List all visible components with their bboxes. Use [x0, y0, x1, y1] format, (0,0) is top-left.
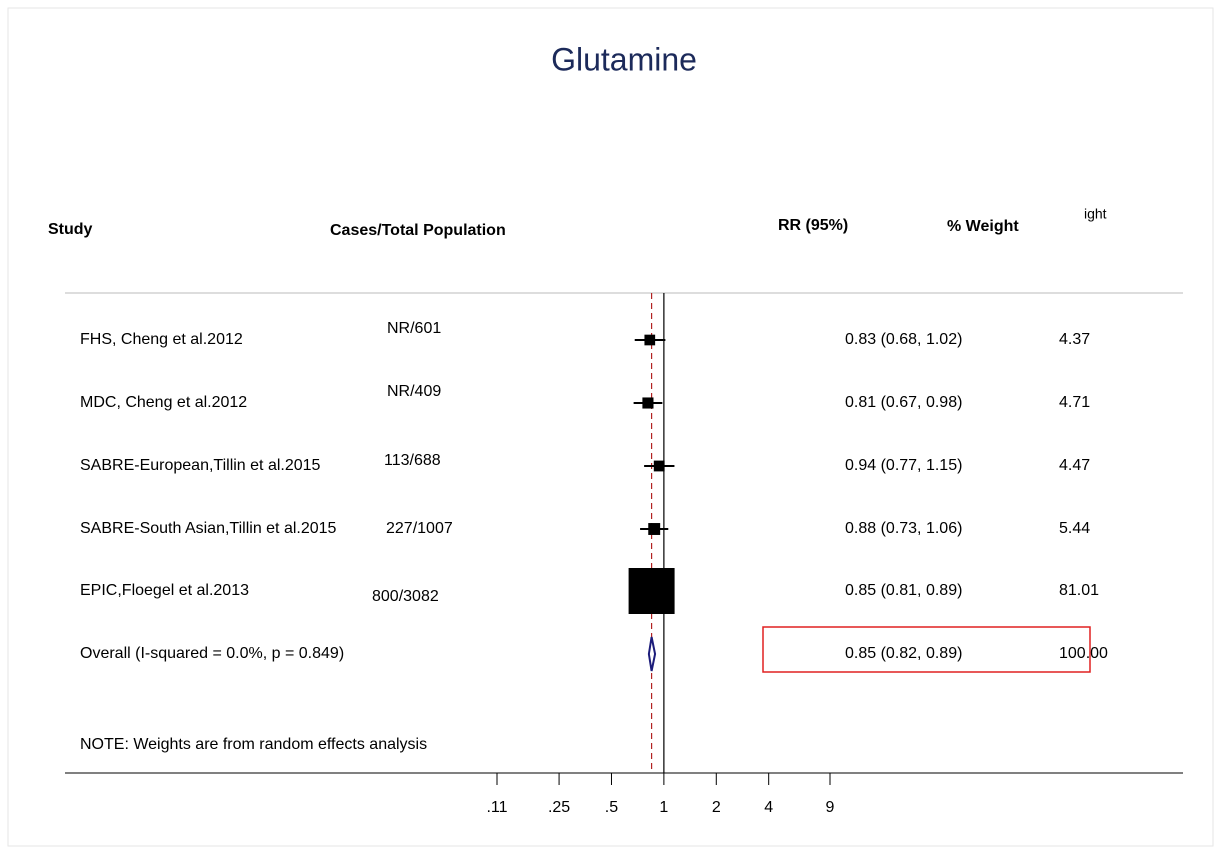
highlight-box [762, 626, 1091, 673]
cases-label: NR/409 [387, 383, 441, 400]
x-tick-label: 1 [659, 799, 668, 816]
cases-label: 800/3082 [372, 588, 439, 605]
overall-weight-label: 100.00 [1059, 645, 1108, 662]
note: NOTE: Weights are from random effects an… [80, 736, 427, 753]
cases-label: 113/688 [384, 452, 441, 469]
rr-label: 0.85 (0.81, 0.89) [845, 582, 962, 599]
header-clipped: ight [1084, 206, 1107, 222]
weight-label: 4.37 [1059, 331, 1090, 348]
x-tick-label: 9 [826, 799, 835, 816]
rr-label: 0.88 (0.73, 1.06) [845, 520, 962, 537]
x-tick-label: .25 [548, 799, 570, 816]
study-label: SABRE-South Asian,Tillin et al.2015 [80, 520, 337, 537]
rr-label: 0.81 (0.67, 0.98) [845, 394, 962, 411]
weight-box [648, 523, 661, 535]
weight-box [644, 334, 656, 346]
study-label: FHS, Cheng et al.2012 [80, 331, 243, 348]
x-tick-label: .5 [605, 799, 618, 816]
x-tick-label: 2 [712, 799, 721, 816]
header-rr: RR (95%) [778, 217, 848, 234]
frame [7, 7, 1214, 847]
rr-label: 0.94 (0.77, 1.15) [845, 457, 962, 474]
weight-label: 4.47 [1059, 457, 1090, 474]
weight-box [642, 397, 654, 409]
study-label: MDC, Cheng et al.2012 [80, 394, 247, 411]
weight-box [628, 568, 675, 614]
header-study: Study [48, 221, 93, 238]
weight-label: 4.71 [1059, 394, 1090, 411]
chart-title: Glutamine [551, 41, 697, 77]
study-label: SABRE-European,Tillin et al.2015 [80, 457, 321, 474]
x-tick-label: 4 [764, 799, 773, 816]
x-tick-label: .11 [486, 799, 507, 816]
weight-label: 5.44 [1059, 520, 1090, 537]
rr-label: 0.83 (0.68, 1.02) [845, 331, 962, 348]
cases-label: 227/1007 [386, 520, 453, 537]
weight-box [653, 460, 665, 472]
overall-rr-label: 0.85 (0.82, 0.89) [845, 645, 962, 662]
study-label: EPIC,Floegel et al.2013 [80, 582, 249, 599]
overall-label: Overall (I-squared = 0.0%, p = 0.849) [80, 645, 344, 662]
weight-label: 81.01 [1059, 582, 1099, 599]
header-cases: Cases/Total Population [330, 222, 506, 239]
cases-label: NR/601 [387, 320, 441, 337]
header-weight: % Weight [947, 218, 1019, 235]
overall-diamond [647, 636, 657, 672]
